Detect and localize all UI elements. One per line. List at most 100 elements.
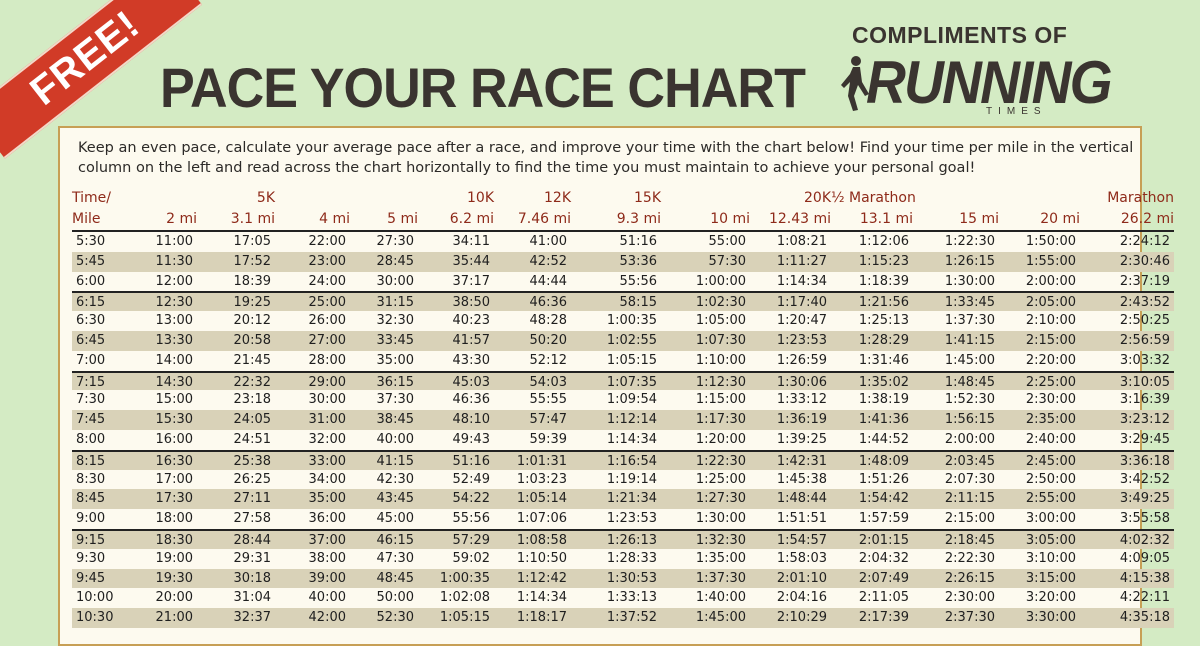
table-cell: 1:54:57 [750,528,831,549]
table-cell: 4:35:18 [1080,608,1174,628]
table-cell: 1:31:46 [858,352,909,368]
table-cell: 29:00 [275,370,350,391]
table-cell: 36:00 [308,511,346,527]
pace-per-mile-cell: 7:30 [76,392,106,408]
table-cell: 2:00:00 [1025,273,1076,289]
table-cell: 23:18 [233,392,271,408]
pace-per-mile-cell: 5:30 [76,234,106,249]
table-cell: 1:30:00 [695,511,746,527]
pace-per-mile-cell: 6:00 [76,273,106,289]
table-cell: 20:12 [233,313,271,329]
table-cell: 11:00 [155,234,193,249]
table-cell: 24:00 [308,273,346,289]
table-cell: 1:33:12 [776,392,827,408]
table-cell: 17:05 [233,234,271,249]
pace-per-mile-cell: 9:15 [72,528,142,549]
table-cell: 29:31 [233,550,271,566]
table-cell: 1:30:00 [944,273,995,289]
table-cell: 1:48:09 [831,449,913,470]
table-cell: 37:00 [275,528,350,549]
table-cell: 52:49 [452,471,490,487]
table-cell: 54:22 [418,489,494,510]
table-cell: 30:00 [376,273,414,289]
table-cell: 1:22:30 [661,449,750,470]
table-cell: 2:43:52 [1080,291,1174,312]
table-cell: 1:26:15 [913,251,999,272]
table-cell: 1:41:15 [913,330,999,351]
table-cell: 18:30 [142,528,197,549]
column-header: 6.2 mi [418,208,494,232]
table-cell: 2:40:00 [1025,431,1076,447]
table-cell: 1:37:30 [944,313,995,329]
column-header: 2 mi [142,208,197,232]
table-cell: 2:15:00 [944,511,995,527]
table-cell: 37:17 [452,273,490,289]
table-cell: 2:01:10 [750,568,831,589]
table-cell: 26:25 [233,471,271,487]
table-cell: 1:38:19 [858,392,909,408]
table-cell: 22:00 [308,234,346,249]
table-cell: 2:10:00 [1025,313,1076,329]
table-cell: 38:50 [418,291,494,312]
table-cell: 1:26:13 [571,528,661,549]
table-cell: 57:29 [418,528,494,549]
table-cell: 1:30:06 [750,370,831,391]
table-cell: 1:17:30 [661,410,750,430]
table-cell: 1:26:59 [776,352,827,368]
table-cell: 1:12:06 [858,234,909,249]
table-cell: 1:45:00 [944,352,995,368]
table-cell: 1:07:06 [516,511,567,527]
table-cell: 3:36:18 [1080,449,1174,470]
table-cell: 2:07:49 [831,568,913,589]
table-cell: 12:00 [155,273,193,289]
table-cell: 1:01:31 [494,449,571,470]
table-cell: 3:30:00 [999,608,1080,628]
table-cell: 1:03:23 [516,471,567,487]
table-cell: 45:03 [418,370,494,391]
column-header: 9.3 mi [571,208,661,232]
table-cell: 33:00 [275,449,350,470]
table-cell: 39:00 [275,568,350,589]
column-header-top [142,188,197,208]
table-cell: 2:04:32 [858,550,909,566]
table-cell: 34:00 [308,471,346,487]
table-cell: 1:45:00 [661,608,750,628]
column-header-top: 15K [634,190,661,206]
table-cell: 54:03 [494,370,571,391]
table-cell: 1:14:34 [606,431,657,447]
table-cell: 18:00 [155,511,193,527]
table-cell: 24:51 [233,431,271,447]
table-cell: 1:18:39 [858,273,909,289]
table-cell: 40:00 [308,590,346,606]
table-cell: 3:23:12 [1080,410,1174,430]
table-cell: 2:45:00 [999,449,1080,470]
table-cell: 27:00 [275,330,350,351]
table-cell: 2:50:00 [1025,471,1076,487]
column-header: 20 mi [999,208,1080,232]
table-cell: 1:51:26 [858,471,909,487]
table-cell: 44:44 [529,273,567,289]
table-cell: 1:14:34 [516,590,567,606]
table-cell: 13:30 [142,330,197,351]
table-cell: 48:45 [350,568,418,589]
table-cell: 1:02:30 [661,291,750,312]
table-cell: 1:21:34 [571,489,661,510]
table-cell: 34:11 [452,234,490,249]
table-cell: 1:23:53 [750,330,831,351]
intro-text: Keep an even pace, calculate your averag… [78,140,1134,176]
pace-table: Time/5K 10K 12K 15K 20K ½ Marathon Marathon Mil… [72,188,1174,628]
pace-per-mile-cell: 6:15 [72,291,142,312]
table-cell: 52:30 [350,608,418,628]
table-cell: 2:00:00 [944,431,995,447]
table-cell: 3:29:45 [1119,431,1170,447]
table-cell: 1:14:34 [776,273,827,289]
table-cell: 1:30:53 [571,568,661,589]
table-cell: 1:25:13 [858,313,909,329]
table-cell: 46:36 [452,392,490,408]
table-cell: 1:12:30 [661,370,750,391]
table-cell: 28:45 [350,251,418,272]
column-header-top: Time/ [72,190,111,206]
table-cell: 1:35:00 [695,550,746,566]
table-cell: 49:43 [452,431,490,447]
pace-per-mile-cell: 8:15 [72,449,142,470]
